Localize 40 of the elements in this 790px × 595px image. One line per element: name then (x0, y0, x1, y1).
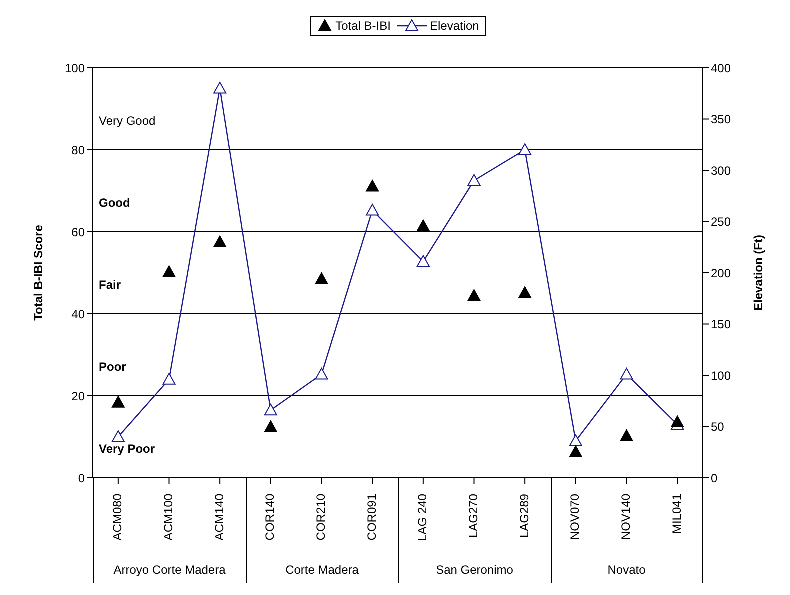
y-tick-label: 0 (78, 471, 86, 486)
text: Novato (608, 563, 646, 577)
y2-axis-title: Elevation (Ft) (751, 234, 766, 312)
annotation: Very Good (99, 113, 156, 130)
x-tick-label: LAG 240 (416, 494, 430, 542)
x-tick-label: LAG270 (466, 494, 480, 538)
x-tick-label: MIL041 (670, 494, 684, 534)
x-tick-label: LAG289 (517, 494, 532, 538)
x-tick-label: ACM080 (110, 494, 125, 541)
annotation: Poor (99, 359, 126, 376)
y2-tick-label: 0 (711, 471, 718, 486)
annotation: Very Poor (99, 441, 156, 458)
x-tick-label: ACM100 (161, 494, 176, 541)
x-tick-label: NOV140 (618, 494, 633, 540)
y2-tick-label: 200 (711, 266, 732, 280)
x-tick-label: ACM140 (212, 494, 226, 541)
x-tick-label: COR210 (314, 494, 328, 541)
y2-tick-label: 350 (711, 112, 732, 127)
annotation: Fair (99, 277, 122, 294)
y2-tick-label: 50 (711, 420, 725, 434)
annotation: Good (99, 195, 130, 212)
legend-label: Total B-IBI (334, 19, 391, 33)
text: San Geronimo (436, 563, 514, 577)
text: Corte Madera (286, 563, 359, 577)
y-tick-label: 20 (72, 389, 86, 404)
y-tick-label: 100 (64, 61, 86, 76)
y2-tick-label: 100 (711, 368, 732, 383)
y-axis-title: Total B-IBI Score (31, 224, 46, 321)
y2-tick-label: 250 (711, 215, 732, 230)
legend-label: Elevation (428, 19, 480, 33)
y2-tick-label: 400 (711, 61, 732, 76)
y-tick-label: 40 (72, 307, 86, 322)
x-tick-label: COR140 (263, 494, 278, 541)
text: Arroyo Corte Madera (114, 563, 226, 577)
y2-tick-label: 150 (711, 318, 732, 332)
y-tick-label: 60 (72, 225, 86, 240)
x-tick-label: COR091 (364, 494, 379, 541)
y2-tick-label: 300 (711, 164, 732, 178)
y-tick-label: 80 (72, 143, 86, 158)
x-tick-label: NOV070 (568, 494, 582, 540)
